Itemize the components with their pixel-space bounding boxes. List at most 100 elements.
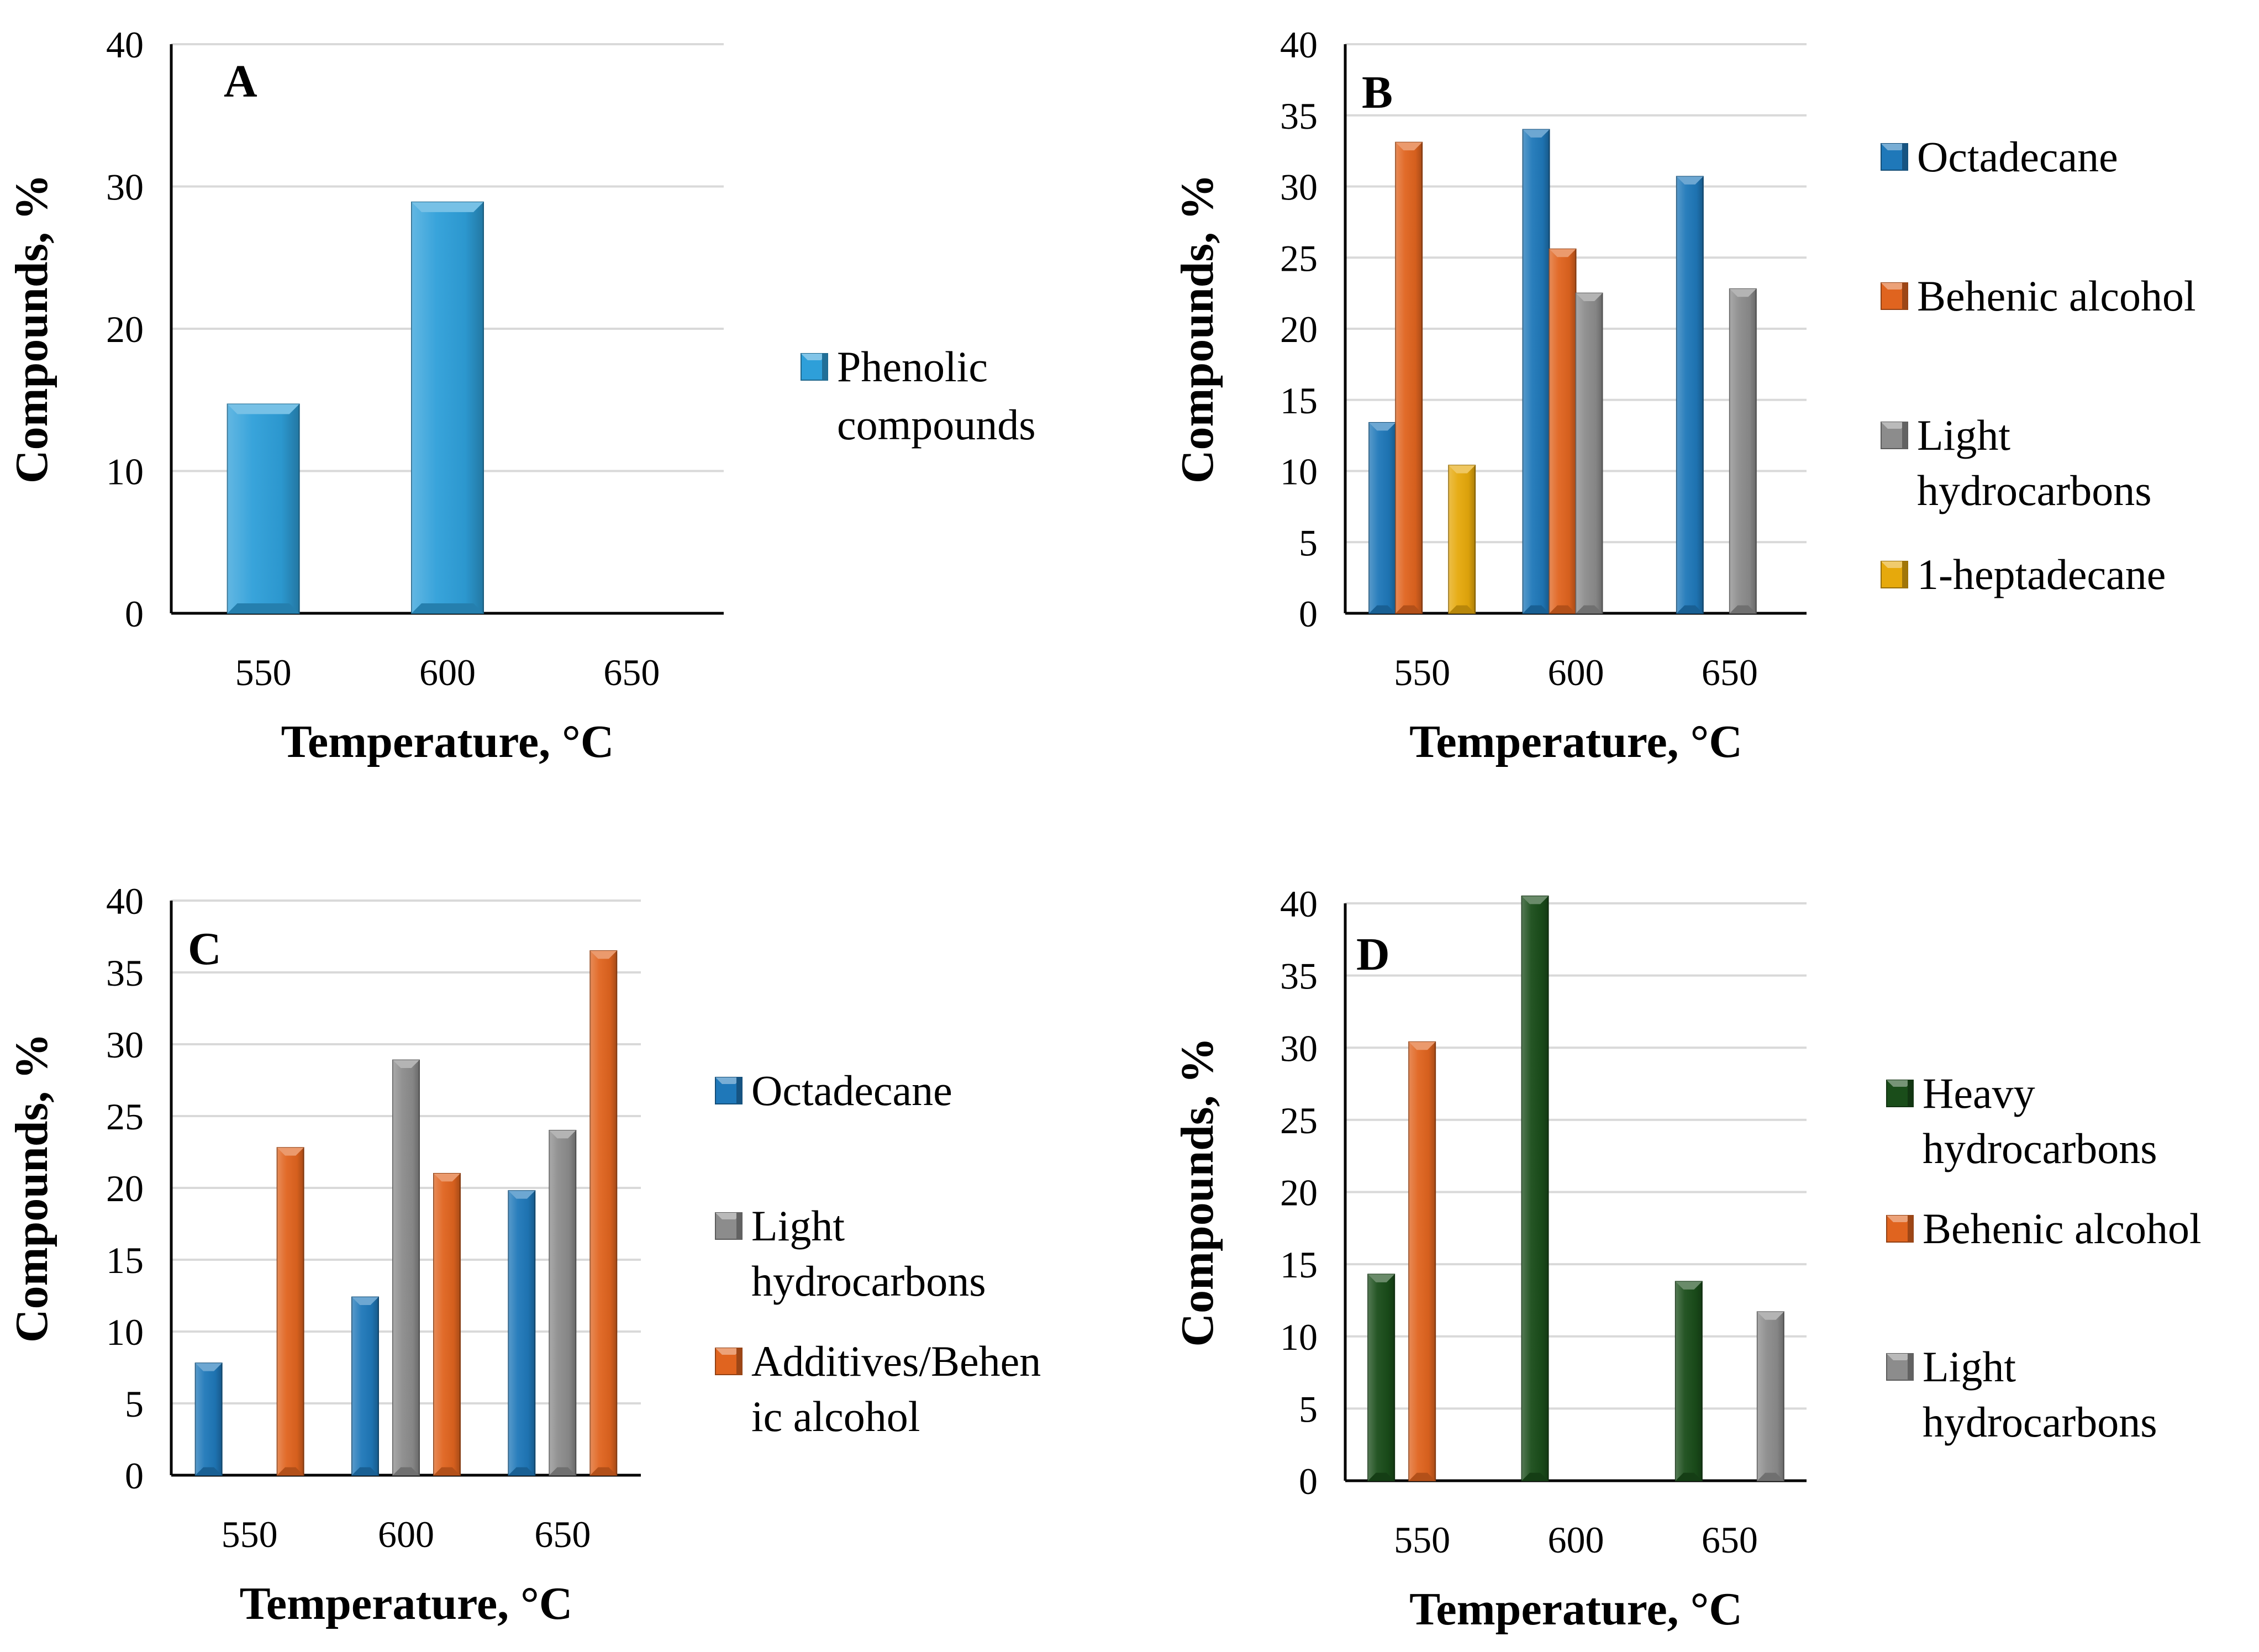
legend: Octadecane Light hydrocarbons Additives/Beh… <box>715 1066 1041 1440</box>
y-tick-label: 0 <box>1299 1460 1318 1502</box>
legend-label: Octadecane <box>751 1066 952 1114</box>
bar-light-hydrocarbons-650 <box>1729 288 1757 614</box>
y-tick-label: 20 <box>1280 308 1318 350</box>
x-tick-label: 650 <box>1702 651 1758 693</box>
bar-additives-behenic-alcohol-650 <box>589 950 618 1476</box>
bar-1-heptadecane-550 <box>1448 465 1476 614</box>
y-tick-label: 10 <box>106 1311 144 1353</box>
y-tick-label: 30 <box>1280 1027 1318 1069</box>
bar-octadecane-650 <box>1676 176 1704 614</box>
legend: Heavy hydrocarbons Behenic alcohol Light hyd… <box>1886 1069 2202 1446</box>
y-tick-label: 30 <box>1280 166 1318 208</box>
bar-light-hydrocarbons-650 <box>1756 1311 1784 1481</box>
legend-label: 1-heptadecane <box>1917 550 2166 598</box>
legend-label: Light hydrocarbons <box>751 1202 986 1305</box>
y-tick-label: 10 <box>1280 451 1318 493</box>
y-tick-label: 35 <box>106 952 144 994</box>
y-tick-label: 5 <box>1299 1388 1318 1430</box>
y-tick-label: 35 <box>1280 95 1318 137</box>
legend-item: 1-heptadecane <box>1881 550 2166 598</box>
legend-item: Octadecane <box>715 1066 952 1114</box>
x-tick-label: 600 <box>1548 651 1604 693</box>
x-tick-label: 550 <box>1394 1519 1450 1561</box>
y-tick-label: 0 <box>125 593 144 635</box>
y-tick-label: 15 <box>1280 1244 1318 1286</box>
legend-item: Heavy hydrocarbons <box>1886 1069 2157 1172</box>
panel-letter: A <box>224 56 257 107</box>
legend-item: Behenic alcohol <box>1881 272 2196 320</box>
legend-swatch <box>1881 561 1908 588</box>
panel-letter: B <box>1362 67 1393 118</box>
legend: Phenolic compounds <box>801 343 1036 449</box>
y-tick-label: 20 <box>106 1167 144 1209</box>
legend-item: Octadecane <box>1881 133 2118 181</box>
chart-panel-b: 0 5 10 15 20 25 30 35 40 550 600 650 B Temperature, °… <box>1172 24 2196 767</box>
x-tick-label: 550 <box>222 1513 278 1555</box>
legend-swatch <box>1886 1353 1914 1381</box>
bar-octadecane-650 <box>508 1190 536 1476</box>
x-tick-label: 550 <box>235 651 292 693</box>
legend-swatch <box>1881 422 1908 449</box>
legend-item: Light hydrocarbons <box>1881 411 2152 514</box>
y-axis-title: Compounds, % <box>1172 1037 1223 1346</box>
legend-swatch <box>715 1348 743 1375</box>
y-tick-label: 0 <box>125 1455 144 1497</box>
x-axis-title: Temperature, °C <box>1409 1583 1742 1635</box>
legend-swatch <box>715 1077 743 1104</box>
y-axis-title: Compounds, % <box>6 174 57 483</box>
x-tick-label: 650 <box>534 1513 591 1555</box>
chart-panel-d: 0 5 10 15 20 25 30 35 40 550 600 650 D Temperature, °… <box>1172 883 2202 1635</box>
y-tick-label: 25 <box>106 1096 144 1138</box>
y-tick-label: 40 <box>106 24 144 66</box>
legend-swatch <box>715 1212 743 1240</box>
bar-octadecane-600 <box>1522 129 1550 614</box>
bar-additives-behenic-alcohol-600 <box>433 1173 461 1476</box>
x-tick-label: 650 <box>603 651 660 693</box>
legend-swatch <box>1881 282 1908 310</box>
legend-label: Octadecane <box>1917 133 2118 181</box>
legend-label: Additives/Behen ic alcohol <box>751 1337 1041 1440</box>
y-tick-label: 15 <box>1280 380 1318 422</box>
y-tick-label: 0 <box>1299 593 1318 635</box>
y-axis-title: Compounds, % <box>1172 174 1223 483</box>
y-tick-label: 40 <box>106 880 144 922</box>
legend-label: Behenic alcohol <box>1917 272 2196 320</box>
y-tick-label: 10 <box>106 451 144 493</box>
bar-heavy-hydrocarbons-650 <box>1674 1281 1703 1482</box>
legend-item: Light hydrocarbons <box>715 1202 986 1305</box>
x-tick-label: 600 <box>419 651 476 693</box>
bar-behenic-alcohol-600 <box>1549 248 1577 614</box>
bar-behenic-alcohol-550 <box>1408 1041 1436 1482</box>
y-tick-label: 15 <box>106 1239 144 1281</box>
legend-label: Behenic alcohol <box>1923 1204 2202 1253</box>
legend-label: Heavy hydrocarbons <box>1923 1069 2157 1172</box>
y-tick-label: 30 <box>106 1024 144 1066</box>
legend-label: Light hydrocarbons <box>1923 1343 2157 1446</box>
x-axis-title: Temperature, °C <box>240 1578 573 1629</box>
bar-octadecane-600 <box>351 1296 379 1476</box>
legend-label: Light hydrocarbons <box>1917 411 2152 514</box>
bar-behenic-alcohol-550 <box>1395 141 1423 614</box>
bar-phenolic-compounds-600 <box>411 201 484 614</box>
y-tick-label: 25 <box>1280 237 1318 279</box>
y-tick-label: 25 <box>1280 1099 1318 1141</box>
y-tick-label: 30 <box>106 166 144 208</box>
x-tick-label: 650 <box>1702 1519 1758 1561</box>
y-tick-label: 5 <box>1299 522 1318 564</box>
legend-item: Behenic alcohol <box>1886 1204 2202 1253</box>
chart-panel-a: 0 10 20 30 40 550 600 650 A Temperature, °C Compou… <box>6 24 1036 767</box>
y-tick-label: 40 <box>1280 883 1318 925</box>
bar-phenolic-compounds-550 <box>227 403 300 614</box>
legend-item: Light hydrocarbons <box>1886 1343 2157 1446</box>
bar-light-hydrocarbons-600 <box>392 1059 420 1476</box>
x-tick-label: 600 <box>378 1513 434 1555</box>
legend-swatch <box>1886 1215 1914 1243</box>
x-axis-title: Temperature, °C <box>281 716 614 767</box>
legend-label: Phenolic compounds <box>837 343 1036 449</box>
x-tick-label: 550 <box>1394 651 1450 693</box>
legend-swatch <box>801 353 828 381</box>
y-tick-label: 20 <box>1280 1172 1318 1214</box>
bar-additives-behenic-alcohol-550 <box>276 1147 304 1476</box>
